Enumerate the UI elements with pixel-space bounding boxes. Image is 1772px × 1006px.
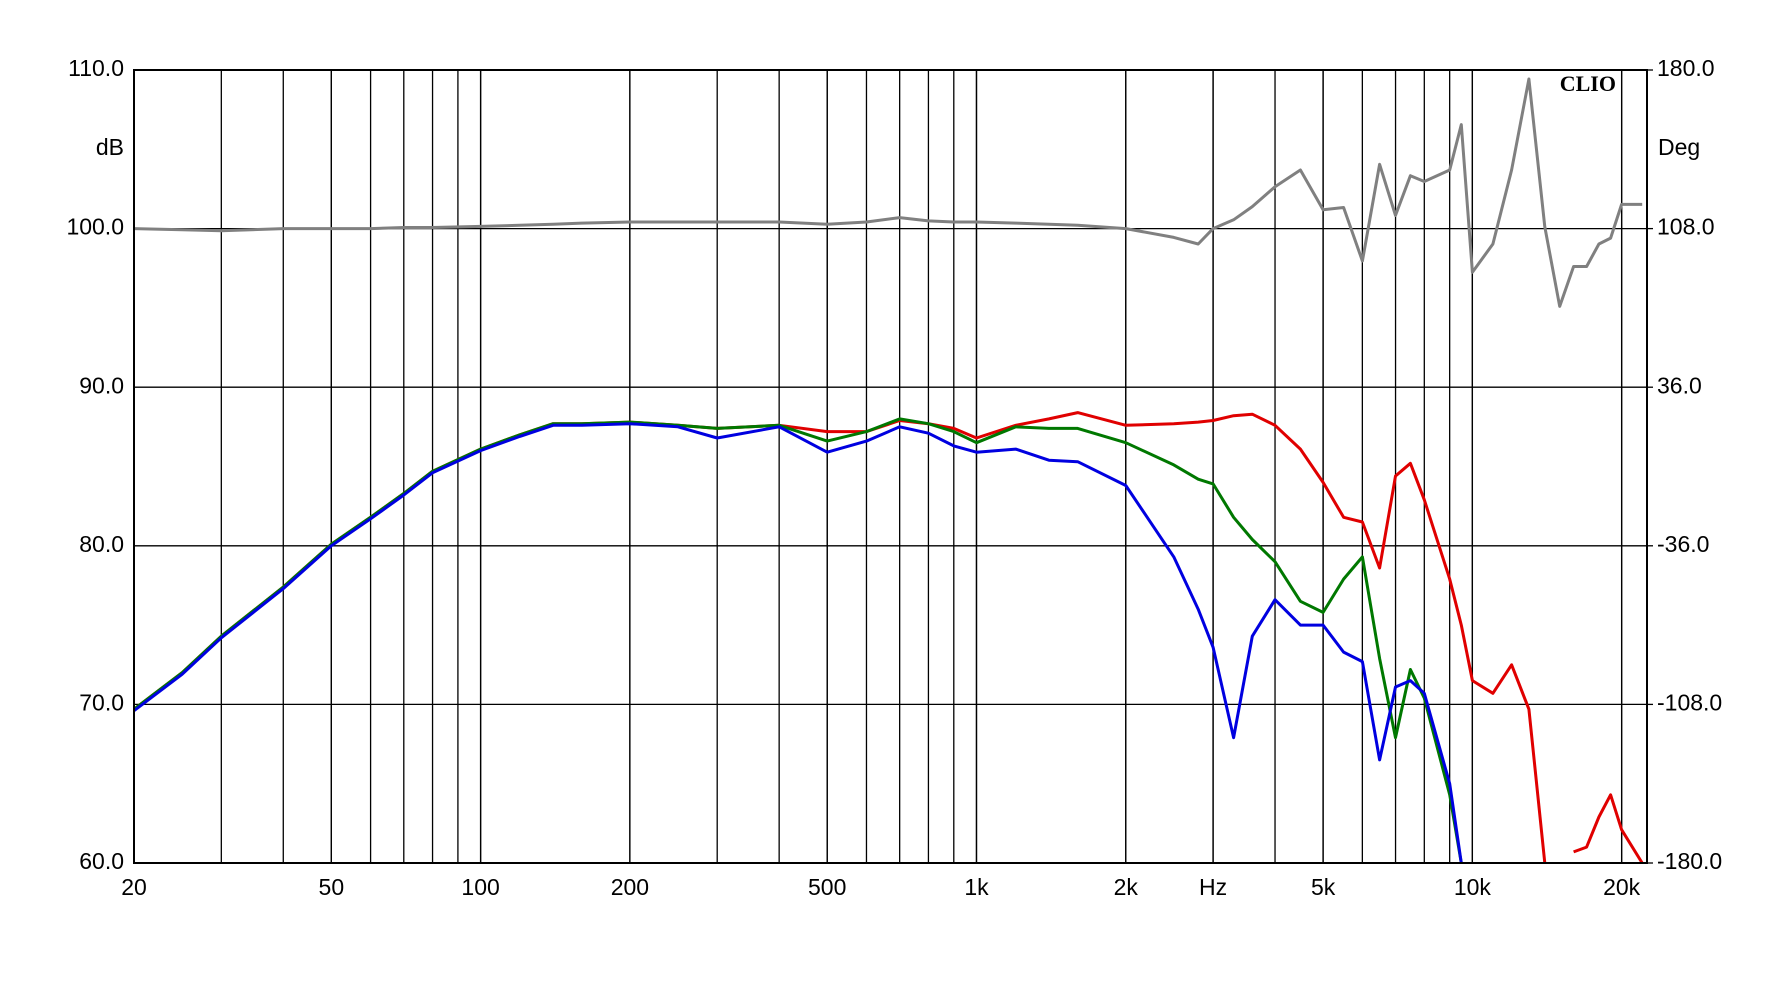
x-tick-label: 500 [808, 874, 846, 900]
x-tick-label: 5k [1311, 874, 1336, 900]
y-axis-label: dB [96, 134, 124, 160]
y2-axis-label: Deg [1658, 134, 1700, 160]
series-line [134, 422, 1463, 863]
y-tick-label: 80.0 [79, 531, 124, 557]
y2-tick-label: -180.0 [1657, 848, 1722, 874]
y2-tick-label: 180.0 [1657, 55, 1715, 81]
y-tick-label: 100.0 [66, 214, 124, 240]
x-tick-label: 1k [964, 874, 989, 900]
x-tick-label: 20k [1603, 874, 1641, 900]
y-tick-label: 90.0 [79, 372, 124, 398]
y2-tick-label: -36.0 [1657, 531, 1709, 557]
y2-tick-label: 36.0 [1657, 372, 1702, 398]
x-tick-label: 200 [611, 874, 649, 900]
x-tick-label: 50 [319, 874, 345, 900]
x-tick-label: 100 [461, 874, 499, 900]
y-tick-label: 70.0 [79, 689, 124, 715]
y-tick-label: 110.0 [68, 55, 124, 81]
plot-frame [133, 69, 1648, 864]
y2-tick-label: -108.0 [1657, 689, 1722, 715]
plot-lines [134, 77, 1644, 863]
x-tick-label: 2k [1114, 874, 1139, 900]
brand-annotation: CLIO [1560, 71, 1616, 96]
x-tick-label: 20 [121, 874, 147, 900]
x-tick-label: Hz [1199, 874, 1227, 900]
y2-tick-label: 108.0 [1657, 214, 1715, 240]
series-line [134, 77, 1643, 308]
y-tick-label: 60.0 [79, 848, 124, 874]
x-tick-label: 10k [1454, 874, 1492, 900]
